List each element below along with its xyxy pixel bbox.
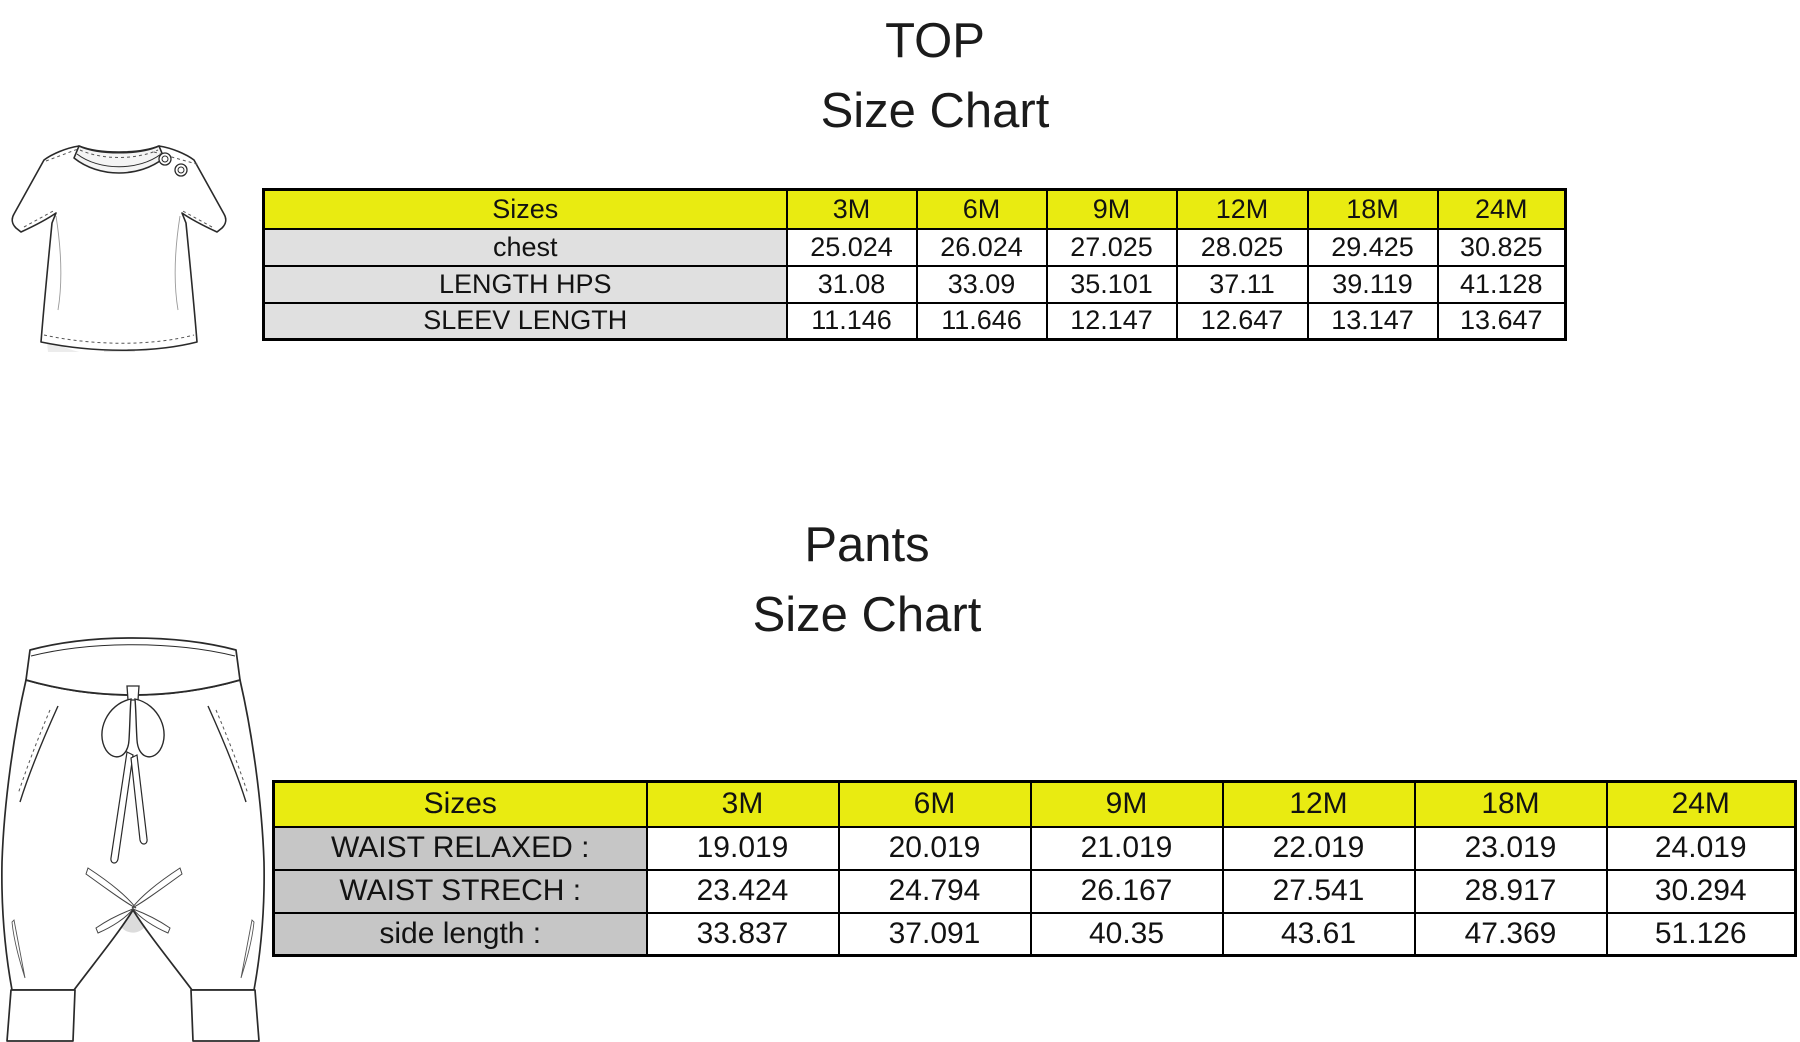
size-column-header: 3M xyxy=(785,188,918,230)
top-sizes-header-cell: Sizes xyxy=(262,188,788,230)
size-value-cell: 30.825 xyxy=(1436,227,1567,267)
row-label: side length : xyxy=(272,911,648,957)
pants-title-block: Pants Size Chart xyxy=(0,514,1734,646)
size-value-cell: 11.646 xyxy=(915,301,1048,341)
size-value-cell: 33.09 xyxy=(915,264,1048,304)
table-row-chest: chest 25.024 26.024 27.025 28.025 29.425… xyxy=(262,227,1567,267)
size-value-cell: 39.119 xyxy=(1306,264,1439,304)
size-value-cell: 51.126 xyxy=(1605,911,1797,957)
size-value-cell: 35.101 xyxy=(1045,264,1178,304)
size-column-header: 18M xyxy=(1413,780,1608,828)
top-title-block: TOP Size Chart xyxy=(70,10,1800,142)
top-table-header-row: Sizes 3M 6M 9M 12M 18M 24M xyxy=(262,188,1567,230)
size-column-header: 18M xyxy=(1306,188,1439,230)
size-value-cell: 30.294 xyxy=(1605,868,1797,914)
size-column-header: 24M xyxy=(1436,188,1567,230)
table-row-waist-stretch: WAIST STRECH : 23.424 24.794 26.167 27.5… xyxy=(272,868,1797,914)
size-value-cell: 26.024 xyxy=(915,227,1048,267)
size-value-cell: 43.61 xyxy=(1221,911,1416,957)
size-value-cell: 19.019 xyxy=(645,825,840,871)
size-value-cell: 37.091 xyxy=(837,911,1032,957)
size-value-cell: 28.917 xyxy=(1413,868,1608,914)
size-value-cell: 23.019 xyxy=(1413,825,1608,871)
size-column-header: 12M xyxy=(1221,780,1416,828)
pants-title: Pants xyxy=(804,518,930,572)
tshirt-flat-sketch-svg xyxy=(11,145,227,352)
size-value-cell: 24.794 xyxy=(837,868,1032,914)
top-subtitle: Size Chart xyxy=(820,84,1050,138)
size-value-cell: 20.019 xyxy=(837,825,1032,871)
size-value-cell: 37.11 xyxy=(1175,264,1309,304)
pants-flat-sketch-svg xyxy=(1,637,265,1042)
size-value-cell: 24.019 xyxy=(1605,825,1797,871)
tshirt-illustration xyxy=(4,124,232,354)
row-label: chest xyxy=(262,227,788,267)
size-value-cell: 27.025 xyxy=(1045,227,1178,267)
size-column-header: 9M xyxy=(1045,188,1178,230)
size-value-cell: 27.541 xyxy=(1221,868,1416,914)
pants-subtitle: Size Chart xyxy=(752,588,982,642)
size-value-cell: 40.35 xyxy=(1029,911,1224,957)
pants-illustration xyxy=(0,612,266,1042)
row-label: WAIST RELAXED : xyxy=(272,825,648,871)
pants-size-table: Sizes 3M 6M 9M 12M 18M 24M WAIST RELAXED… xyxy=(272,780,1797,957)
size-value-cell: 41.128 xyxy=(1436,264,1567,304)
size-value-cell: 33.837 xyxy=(645,911,840,957)
size-value-cell: 13.147 xyxy=(1306,301,1439,341)
row-label: SLEEV LENGTH xyxy=(262,301,788,341)
size-value-cell: 28.025 xyxy=(1175,227,1309,267)
size-value-cell: 13.647 xyxy=(1436,301,1567,341)
top-size-table: Sizes 3M 6M 9M 12M 18M 24M chest 25.024 … xyxy=(262,188,1567,341)
table-row-sleeve-length: SLEEV LENGTH 11.146 11.646 12.147 12.647… xyxy=(262,301,1567,341)
size-column-header: 3M xyxy=(645,780,840,828)
size-value-cell: 29.425 xyxy=(1306,227,1439,267)
size-value-cell: 22.019 xyxy=(1221,825,1416,871)
size-value-cell: 23.424 xyxy=(645,868,840,914)
size-value-cell: 31.08 xyxy=(785,264,918,304)
size-value-cell: 21.019 xyxy=(1029,825,1224,871)
top-title: TOP xyxy=(885,14,985,68)
size-column-header: 6M xyxy=(915,188,1048,230)
size-value-cell: 47.369 xyxy=(1413,911,1608,957)
table-row-length-hps: LENGTH HPS 31.08 33.09 35.101 37.11 39.1… xyxy=(262,264,1567,304)
size-value-cell: 12.647 xyxy=(1175,301,1309,341)
pants-sizes-header-cell: Sizes xyxy=(272,780,648,828)
size-value-cell: 25.024 xyxy=(785,227,918,267)
size-value-cell: 11.146 xyxy=(785,301,918,341)
size-column-header: 6M xyxy=(837,780,1032,828)
size-value-cell: 12.147 xyxy=(1045,301,1178,341)
size-column-header: 12M xyxy=(1175,188,1309,230)
table-row-side-length: side length : 33.837 37.091 40.35 43.61 … xyxy=(272,911,1797,957)
row-label: WAIST STRECH : xyxy=(272,868,648,914)
size-value-cell: 26.167 xyxy=(1029,868,1224,914)
table-row-waist-relaxed: WAIST RELAXED : 19.019 20.019 21.019 22.… xyxy=(272,825,1797,871)
size-column-header: 9M xyxy=(1029,780,1224,828)
row-label: LENGTH HPS xyxy=(262,264,788,304)
pants-table-header-row: Sizes 3M 6M 9M 12M 18M 24M xyxy=(272,780,1797,828)
size-column-header: 24M xyxy=(1605,780,1797,828)
